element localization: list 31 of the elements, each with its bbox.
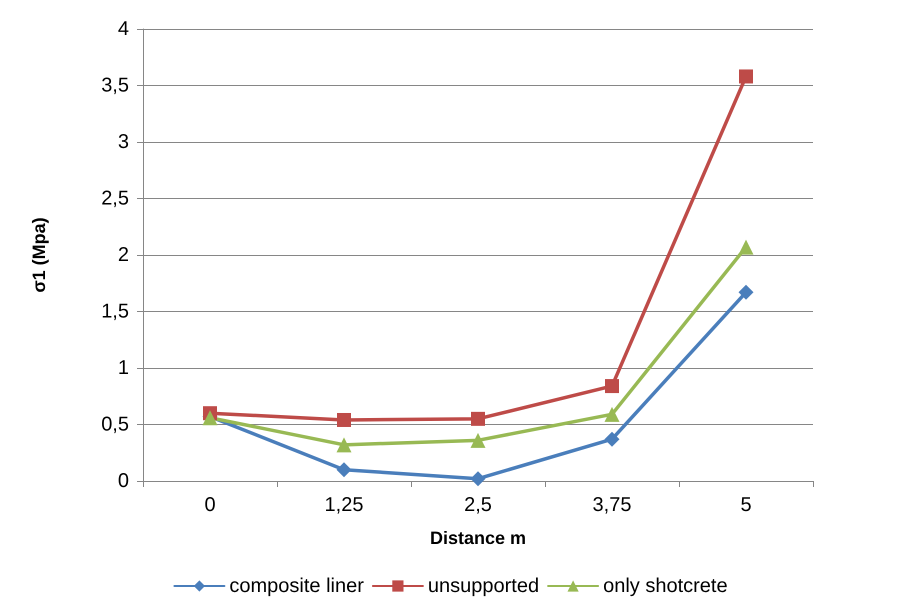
y-axis-title: σ1 (Mpa)	[29, 217, 49, 293]
point	[604, 432, 620, 447]
legend-label: unsupported	[428, 575, 540, 597]
x-axis-title: Distance m	[430, 528, 526, 548]
point	[471, 412, 485, 426]
point	[336, 462, 352, 478]
point	[739, 69, 753, 84]
y-tick-label: 0,5	[101, 414, 129, 436]
y-tick-label: 2	[118, 244, 129, 266]
x-tick-label: 0	[204, 494, 216, 516]
point	[738, 284, 754, 300]
y-tick-label: 1	[118, 357, 129, 379]
x-tick-label: 2,5	[464, 494, 492, 516]
y-tick-label: 4	[118, 18, 129, 40]
legend-label: only shotcrete	[603, 575, 728, 597]
point	[336, 437, 352, 452]
point	[470, 471, 486, 486]
point	[605, 379, 619, 394]
x-tick-label: 3,75	[592, 494, 632, 516]
legend-label: composite liner	[229, 575, 364, 597]
x-tick-label: 1,25	[324, 494, 364, 516]
y-tick-label: 3	[118, 131, 129, 153]
point	[604, 406, 620, 422]
y-tick-label: 2,5	[101, 188, 129, 210]
point	[738, 240, 754, 255]
point	[337, 412, 351, 427]
x-tick-label: 5	[740, 494, 752, 516]
y-tick-label: 3,5	[101, 74, 129, 96]
point	[470, 432, 486, 448]
y-tick-label: 1,5	[101, 300, 129, 322]
y-tick-label: 0	[118, 470, 129, 492]
